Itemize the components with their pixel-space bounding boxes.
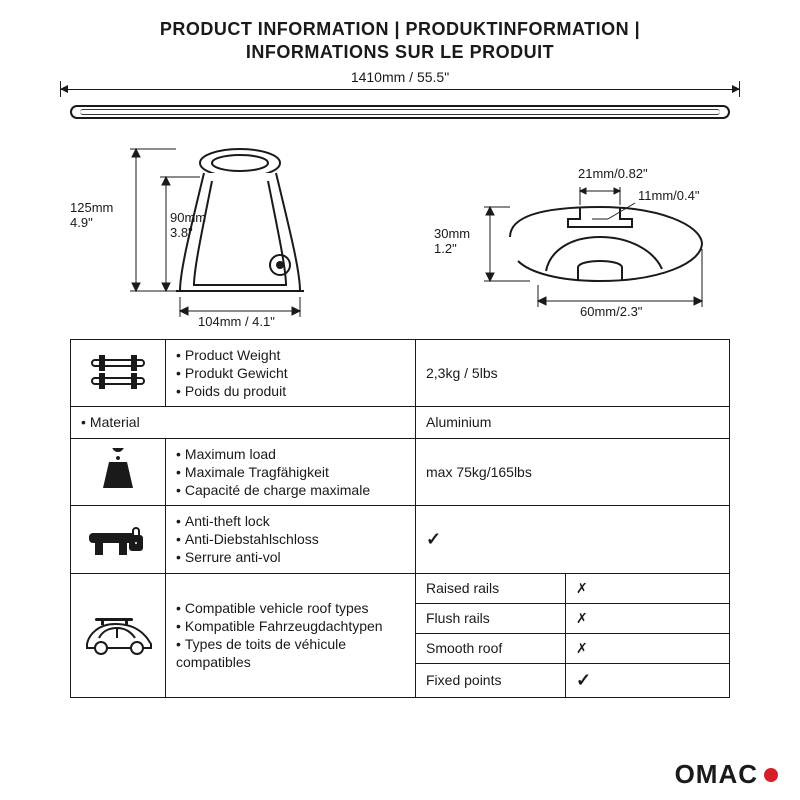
material-value: Aluminium [416,407,730,438]
weight-value: 2,3kg / 5lbs [416,339,730,407]
compat-key-2: Smooth roof [416,633,566,663]
top-dimension: 1410mm / 55.5" [60,79,740,99]
row-lock: Anti-theft lock Anti-Diebstahlschloss Se… [71,506,730,574]
compat-val-2 [566,633,730,663]
material-labels: Material [81,413,405,431]
row-compat-1: Compatible vehicle roof types Kompatible… [71,573,730,603]
row-material: Material Aluminium [71,407,730,438]
profile-h: 30mm1.2" [434,227,470,257]
title-line-2: INFORMATIONS SUR LE PRODUIT [0,41,800,64]
compat-val-0 [566,573,730,603]
profile-diagram: 21mm/0.82" 11mm/0.4" 30mm1.2" 60mm/2.3" [430,141,730,331]
row-weight: Product Weight Produkt Gewicht Poids du … [71,339,730,407]
profile-slot-w: 21mm/0.82" [578,167,648,182]
foot-w: 104mm / 4.1" [198,315,275,330]
diagrams-row: 125mm4.9" 90mm3.8" 104mm / 4.1" [40,141,760,331]
foot-h-total: 125mm4.9" [70,201,113,231]
load-icon [71,438,166,506]
lock-labels: Anti-theft lock Anti-Diebstahlschloss Se… [176,512,405,567]
load-value: max 75kg/165lbs [416,438,730,506]
row-load: Maximum load Maximale Tragfähigkeit Capa… [71,438,730,506]
lock-value [416,506,730,574]
lock-icon [71,506,166,574]
brand-dot-icon [764,768,778,782]
bar-side-view [60,103,740,121]
car-icon [71,573,166,697]
load-labels: Maximum load Maximale Tragfähigkeit Capa… [176,445,405,500]
weight-labels: Product Weight Produkt Gewicht Poids du … [176,346,405,401]
compat-key-0: Raised rails [416,573,566,603]
title-line-1: PRODUCT INFORMATION | PRODUKTINFORMATION… [0,18,800,41]
foot-h-inner: 90mm3.8" [170,211,206,241]
compat-val-1 [566,603,730,633]
compat-labels: Compatible vehicle roof types Kompatible… [176,599,405,672]
top-dimension-label: 1410mm / 55.5" [345,69,455,85]
weight-icon [71,339,166,407]
compat-key-3: Fixed points [416,663,566,697]
foot-diagram: 125mm4.9" 90mm3.8" 104mm / 4.1" [70,141,370,331]
profile-w: 60mm/2.3" [580,305,642,320]
compat-val-3 [566,663,730,697]
brand-text: OMAC [675,759,758,790]
page-title: PRODUCT INFORMATION | PRODUKTINFORMATION… [0,0,800,65]
profile-slot-gap: 11mm/0.4" [638,189,699,204]
compat-key-1: Flush rails [416,603,566,633]
brand-logo: OMAC [675,759,778,790]
spec-table: Product Weight Produkt Gewicht Poids du … [70,339,730,698]
